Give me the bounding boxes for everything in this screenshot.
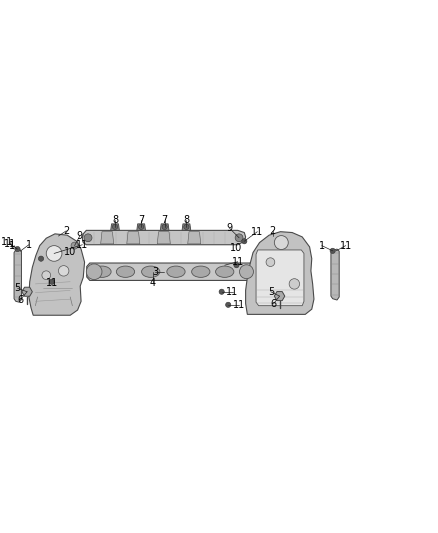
Polygon shape: [82, 230, 246, 245]
Polygon shape: [160, 224, 169, 230]
Text: 2: 2: [269, 226, 276, 236]
Text: 11: 11: [226, 287, 239, 297]
Polygon shape: [101, 232, 114, 244]
Circle shape: [84, 234, 92, 241]
Text: 10: 10: [64, 247, 76, 257]
Circle shape: [234, 263, 239, 268]
Polygon shape: [137, 224, 145, 230]
Polygon shape: [182, 224, 191, 230]
Ellipse shape: [192, 266, 210, 277]
Circle shape: [184, 224, 189, 230]
Circle shape: [240, 265, 254, 279]
Circle shape: [138, 224, 144, 230]
Text: 8: 8: [112, 215, 118, 225]
Text: 11: 11: [46, 278, 58, 288]
Ellipse shape: [117, 266, 134, 277]
Circle shape: [162, 224, 167, 230]
Ellipse shape: [141, 266, 160, 277]
Text: 5: 5: [14, 283, 21, 293]
Polygon shape: [111, 224, 120, 230]
Circle shape: [330, 248, 335, 254]
Polygon shape: [157, 232, 170, 244]
Text: 8: 8: [184, 215, 190, 225]
Text: 11: 11: [233, 300, 245, 310]
Circle shape: [71, 242, 78, 249]
Polygon shape: [14, 249, 21, 302]
Text: 6: 6: [270, 299, 276, 309]
Text: 2: 2: [63, 226, 69, 236]
Polygon shape: [127, 232, 140, 244]
Text: 11: 11: [1, 237, 13, 247]
Text: 11: 11: [4, 239, 16, 249]
Polygon shape: [87, 263, 253, 280]
Circle shape: [113, 224, 118, 230]
Text: 7: 7: [138, 215, 144, 225]
Text: 1: 1: [26, 240, 32, 250]
Text: 9: 9: [226, 223, 233, 233]
Ellipse shape: [215, 266, 234, 277]
Text: 6: 6: [18, 295, 24, 304]
Polygon shape: [256, 250, 304, 305]
Circle shape: [289, 279, 300, 289]
Polygon shape: [331, 249, 339, 300]
Polygon shape: [29, 234, 85, 315]
Circle shape: [58, 265, 69, 276]
Circle shape: [42, 271, 51, 279]
Circle shape: [15, 246, 20, 252]
Text: 4: 4: [150, 278, 156, 288]
Text: 11: 11: [232, 257, 244, 266]
Text: 3: 3: [152, 266, 158, 277]
Polygon shape: [188, 232, 201, 244]
Text: 5: 5: [268, 287, 274, 297]
Text: 10: 10: [230, 243, 242, 253]
Circle shape: [235, 234, 243, 241]
Polygon shape: [246, 232, 314, 314]
Text: 11: 11: [76, 240, 88, 250]
Text: 11: 11: [339, 240, 352, 251]
Text: 9: 9: [77, 231, 83, 241]
Circle shape: [49, 279, 54, 284]
Text: 7: 7: [162, 215, 168, 225]
Text: 1: 1: [319, 240, 325, 251]
Circle shape: [219, 289, 224, 294]
Circle shape: [46, 246, 62, 261]
Text: 11: 11: [251, 227, 264, 237]
Ellipse shape: [167, 266, 185, 277]
Circle shape: [242, 239, 247, 244]
Ellipse shape: [93, 266, 111, 277]
Circle shape: [39, 256, 44, 261]
Circle shape: [226, 302, 231, 308]
Circle shape: [266, 258, 275, 266]
Circle shape: [274, 236, 288, 249]
Text: 1: 1: [9, 240, 15, 251]
Circle shape: [86, 264, 102, 279]
